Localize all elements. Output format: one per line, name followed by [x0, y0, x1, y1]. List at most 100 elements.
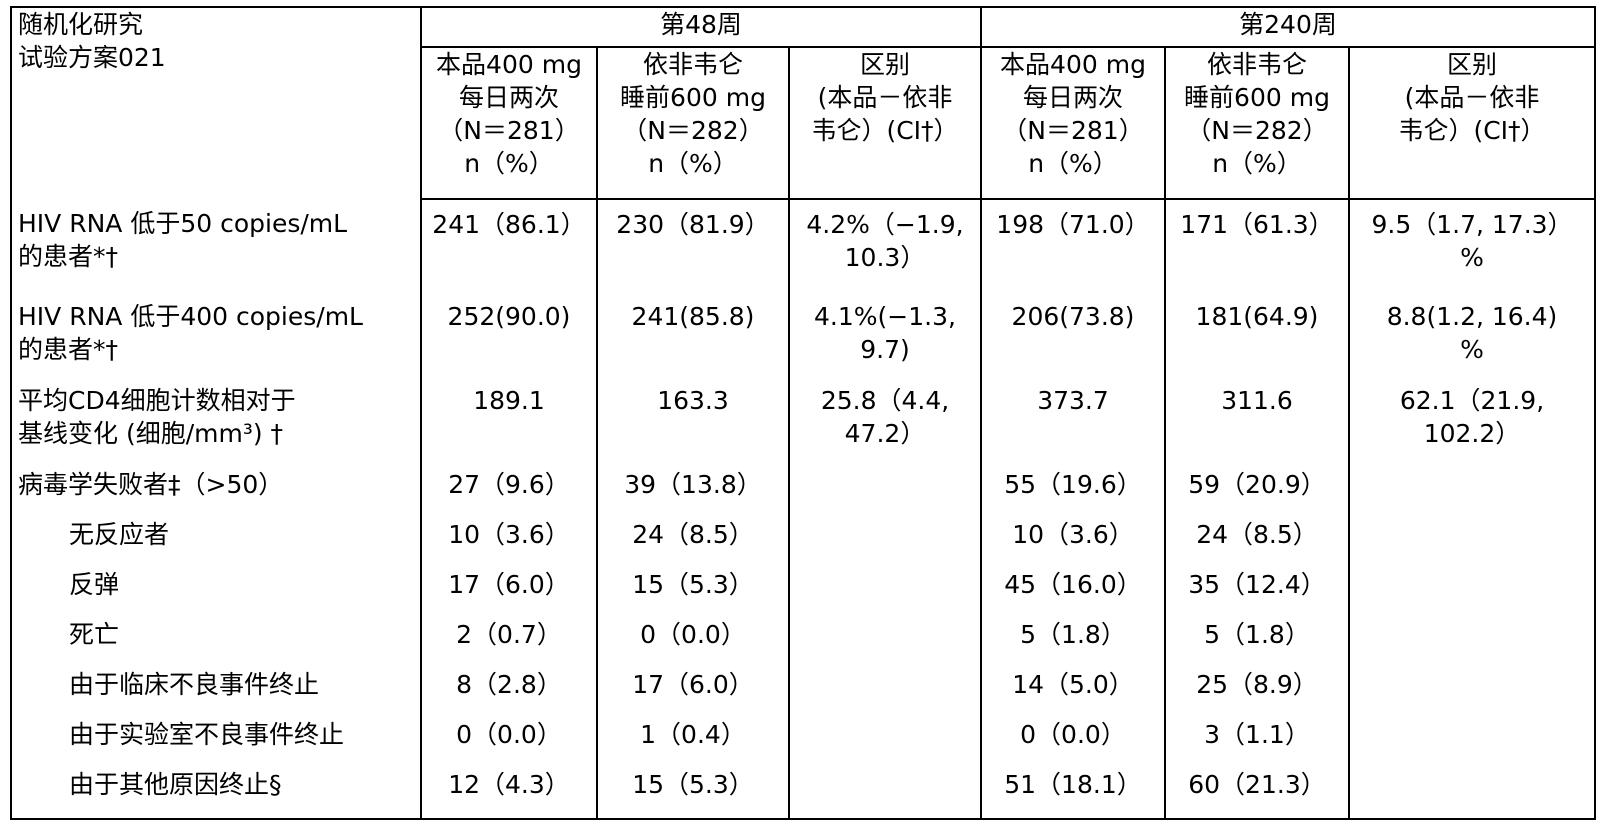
row-label: HIV RNA 低于400 copies/mL 的患者*† — [10, 300, 422, 384]
row-label-line: 死亡 — [69, 620, 120, 649]
table-cell — [788, 618, 982, 668]
table-row: 死亡 2（0.7） 0（0.0） 5（1.8） 5（1.8） — [10, 618, 1597, 668]
col-header-line: 每日两次 — [1022, 83, 1123, 112]
cell-value: 10（3.6） — [1012, 520, 1134, 549]
cell-value: 4.1%(−1.3, — [814, 302, 956, 331]
cell-value: 25.8（4.4, — [820, 386, 950, 415]
row-label: 反弹 — [10, 568, 422, 618]
cell-value: 55（19.6） — [1004, 470, 1142, 499]
col-header-diff-w48: 区别 (本品－依非 韦仑）(CI†） — [788, 47, 982, 200]
row-label: HIV RNA 低于50 copies/mL 的患者*† — [10, 199, 422, 300]
cell-value: 5（1.8） — [1020, 620, 1126, 649]
col-header-line: (本品－依非 — [1404, 83, 1540, 112]
cell-value: 206(73.8) — [1011, 302, 1135, 331]
cell-value: 181(64.9) — [1195, 302, 1319, 331]
table-cell: 39（13.8） — [596, 468, 790, 518]
table-row: 由于实验室不良事件终止 0（0.0） 1（0.4） 0（0.0） 3（1.1） — [10, 718, 1597, 768]
table-cell: 0（0.0） — [420, 718, 598, 768]
cell-value: 62.1（21.9, — [1399, 386, 1545, 415]
row-label-line: 反弹 — [69, 570, 120, 599]
table-cell: 252(90.0) — [420, 300, 598, 384]
table-cell: 62.1（21.9, 102.2） — [1347, 384, 1597, 468]
table-cell: 241（86.1） — [420, 199, 598, 300]
col-header-line: （N＝281） — [1002, 116, 1144, 145]
cell-value: 230（81.9） — [616, 210, 770, 239]
table-cell: 10（3.6） — [980, 518, 1166, 568]
cell-value: 2（0.7） — [456, 620, 562, 649]
col-header-line: 睡前600 mg — [620, 83, 766, 112]
col-header-line: n（%） — [464, 149, 554, 178]
cell-value: 311.6 — [1221, 386, 1293, 415]
col-header-line: 区别 — [1447, 50, 1498, 79]
corner-line-1: 随机化研究 — [18, 10, 144, 39]
table-cell: 35（12.4） — [1164, 568, 1350, 618]
table-cell: 27（9.6） — [420, 468, 598, 518]
cell-value: 9.7) — [860, 335, 910, 364]
cell-value: 252(90.0) — [447, 302, 571, 331]
cell-value: 15（5.3） — [632, 570, 754, 599]
cell-value: 241（86.1） — [432, 210, 586, 239]
table-cell: 12（4.3） — [420, 768, 598, 819]
table-row: 病毒学失败者‡（>50） 27（9.6） 39（13.8） 55（19.6） 59（20… — [10, 468, 1597, 518]
table-row: 由于临床不良事件终止 8（2.8） 17（6.0） 14（5.0） 25（8.9） — [10, 668, 1597, 718]
table-cell: 25.8（4.4, 47.2） — [788, 384, 982, 468]
table-cell: 0（0.0） — [596, 618, 790, 668]
row-label-line: 基线变化 (细胞/mm³) † — [18, 419, 284, 448]
col-header-line: 区别 — [859, 50, 910, 79]
cell-value: 60（21.3） — [1188, 770, 1326, 799]
table-cell: 17（6.0） — [420, 568, 598, 618]
table-cell: 3（1.1） — [1164, 718, 1350, 768]
cell-value: 189.1 — [473, 386, 545, 415]
table-cell: 8（2.8） — [420, 668, 598, 718]
col-header-line: （N＝281） — [438, 116, 580, 145]
table-cell: 14（5.0） — [980, 668, 1166, 718]
cell-value: 10（3.6） — [448, 520, 570, 549]
row-label-line: 平均CD4细胞计数相对于 — [18, 386, 296, 415]
col-header-line: 本品400 mg — [1000, 50, 1146, 79]
table-cell — [788, 768, 982, 819]
table-cell: 4.1%(−1.3, 9.7) — [788, 300, 982, 384]
table-cell — [1347, 718, 1597, 768]
table-cell: 25（8.9） — [1164, 668, 1350, 718]
table-cell: 24（8.5） — [1164, 518, 1350, 568]
col-header-line: n（%） — [1028, 149, 1118, 178]
table-cell: 230（81.9） — [596, 199, 790, 300]
row-label-line: 病毒学失败者‡（>50） — [18, 470, 284, 499]
table-cell: 4.2%（−1.9, 10.3） — [788, 199, 982, 300]
table-row: 由于其他原因终止§ 12（4.3） 15（5.3） 51（18.1） 60（21.3） — [10, 768, 1597, 819]
cell-value: 0（0.0） — [456, 720, 562, 749]
table-cell: 1（0.4） — [596, 718, 790, 768]
table-row: 平均CD4细胞计数相对于 基线变化 (细胞/mm³) † 189.1 163.3 25.… — [10, 384, 1597, 468]
table-cell: 8.8(1.2, 16.4)% — [1347, 300, 1597, 384]
table-cell — [788, 468, 982, 518]
table-cell: 5（1.8） — [1164, 618, 1350, 668]
table-cell: 60（21.3） — [1164, 768, 1350, 819]
col-header-line: （N＝282） — [622, 116, 764, 145]
cell-value: 24（8.5） — [632, 520, 754, 549]
col-header-diff-w240: 区别 (本品－依非 韦仑）(CI†） — [1347, 47, 1597, 200]
group-header-week48: 第48周 — [420, 7, 982, 48]
table-cell: 15（5.3） — [596, 568, 790, 618]
cell-value: % — [1460, 335, 1484, 364]
cell-value: 24（8.5） — [1196, 520, 1318, 549]
cell-value: 12（4.3） — [448, 770, 570, 799]
cell-value: 373.7 — [1037, 386, 1109, 415]
cell-value: 51（18.1） — [1004, 770, 1142, 799]
cell-value: 3（1.1） — [1204, 720, 1310, 749]
cell-value: 59（20.9） — [1188, 470, 1326, 499]
cell-value: 27（9.6） — [448, 470, 570, 499]
group-header-week240: 第240周 — [979, 7, 1597, 48]
table-cell: 241(85.8) — [596, 300, 790, 384]
cell-value: 8（2.8） — [456, 670, 562, 699]
table-cell: 51（18.1） — [980, 768, 1166, 819]
table-cell: 181(64.9) — [1164, 300, 1350, 384]
col-header-efavirenz-w240: 依非韦仑 睡前600 mg （N＝282） n（%） — [1164, 47, 1350, 200]
col-header-line: 睡前600 mg — [1184, 83, 1330, 112]
table-cell — [788, 718, 982, 768]
row-label: 平均CD4细胞计数相对于 基线变化 (细胞/mm³) † — [10, 384, 422, 468]
table-row: 反弹 17（6.0） 15（5.3） 45（16.0） 35（12.4） — [10, 568, 1597, 618]
cell-value: 25（8.9） — [1196, 670, 1318, 699]
cell-value: 35（12.4） — [1188, 570, 1326, 599]
table-cell: 373.7 — [980, 384, 1166, 468]
table-cell — [788, 518, 982, 568]
